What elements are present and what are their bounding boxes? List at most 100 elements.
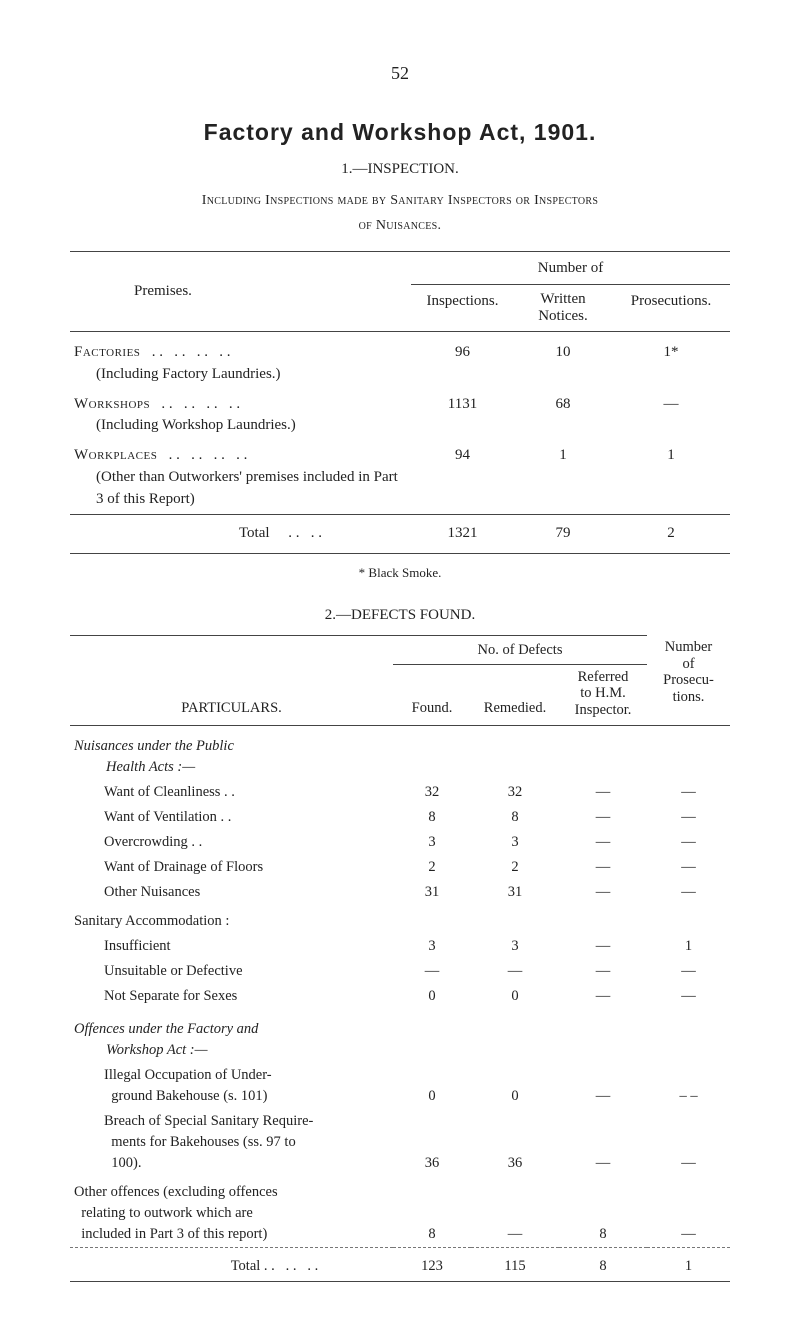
cell-numpros: —: [647, 1176, 730, 1248]
other-l3: included in Part 3 of this report): [81, 1226, 267, 1242]
cell-referred: —: [559, 1063, 647, 1109]
cell-remedied: —: [471, 959, 559, 984]
col-referred-3: Inspector.: [575, 702, 632, 718]
col-written: Written: [540, 291, 585, 307]
group3-h1: Offences under the Factory and: [74, 1021, 258, 1037]
col-remedied: Remedied.: [471, 664, 559, 725]
cell-numpros: —: [647, 959, 730, 984]
cell-remedied: —: [471, 1176, 559, 1248]
cell-remedied: 3: [471, 830, 559, 855]
total-row: Total . . . . 1321 79 2: [70, 515, 730, 554]
total-found: 123: [393, 1247, 471, 1281]
cell-remedied: 3: [471, 934, 559, 959]
row-label: Illegal Occupation of Under- ground Bake…: [70, 1063, 393, 1109]
table-row: Not Separate for Sexes 0 0 — —: [70, 984, 730, 1009]
cell-found: 0: [393, 984, 471, 1009]
row-label: Other offences (excluding offences relat…: [70, 1176, 393, 1248]
cell-writ: 10: [514, 332, 612, 390]
table-row: Want of Cleanliness . . 32 32 — —: [70, 780, 730, 805]
cell-referred: —: [559, 1109, 647, 1176]
col-num-3: Prosecu-: [663, 672, 714, 688]
row-name: Workshops: [74, 396, 150, 412]
table-row: Other offences (excluding offences relat…: [70, 1176, 730, 1248]
table-row: Want of Ventilation . . 8 8 — —: [70, 805, 730, 830]
col-num-4: tions.: [673, 689, 705, 705]
cell-remedied: 8: [471, 805, 559, 830]
col-referred-1: Referred: [578, 669, 629, 685]
cell-numpros: —: [647, 830, 730, 855]
row-label: Overcrowding . .: [70, 830, 393, 855]
group2-h: Sanitary Accommodation :: [70, 905, 730, 934]
cell-pros: —: [612, 390, 730, 442]
cell-found: 8: [393, 1176, 471, 1248]
col-number-of: Number of: [411, 251, 730, 284]
page-number: 52: [70, 60, 730, 86]
cell-numpros: —: [647, 984, 730, 1009]
row-label: Other Nuisances: [70, 880, 393, 905]
group3-h2: Workshop Act :—: [74, 1042, 208, 1058]
cell-referred: —: [559, 880, 647, 905]
cell-pros: 1: [612, 441, 730, 515]
cell-insp: 94: [411, 441, 514, 515]
cell-found: 36: [393, 1109, 471, 1176]
total-pros: 2: [612, 515, 730, 554]
row-note: (Including Factory Laundries.): [74, 364, 281, 386]
total-writ: 79: [514, 515, 612, 554]
table-row: Overcrowding . . 3 3 — —: [70, 830, 730, 855]
group1-h2: Health Acts :—: [74, 759, 195, 775]
cell-found: 3: [393, 830, 471, 855]
cell-referred: —: [559, 959, 647, 984]
cell-found: 8: [393, 805, 471, 830]
cell-remedied: 32: [471, 780, 559, 805]
row-label: Breach of Special Sanitary Require- ment…: [70, 1109, 393, 1176]
total-remedied: 115: [471, 1247, 559, 1281]
row-label: Not Separate for Sexes: [70, 984, 393, 1009]
table-row: Illegal Occupation of Under- ground Bake…: [70, 1063, 730, 1109]
cell-referred: —: [559, 780, 647, 805]
row-label: Unsuitable or Defective: [70, 959, 393, 984]
col-notices: Notices.: [538, 308, 588, 324]
row-name: Factories: [74, 344, 140, 360]
col-num-1: Number: [665, 639, 713, 655]
cell-referred: —: [559, 805, 647, 830]
cell-found: 2: [393, 855, 471, 880]
cell-numpros: 1: [647, 934, 730, 959]
cell-referred: —: [559, 830, 647, 855]
table-row: Factories . . . . . . . . (Including Fac…: [70, 332, 730, 390]
table-row: Want of Drainage of Floors 2 2 — —: [70, 855, 730, 880]
section1-sub: Including Inspections made by Sanitary I…: [70, 191, 730, 211]
col-premises: Premises.: [74, 283, 192, 299]
other-l2: relating to outwork which are: [81, 1205, 253, 1221]
cell-found: —: [393, 959, 471, 984]
table-row: Unsuitable or Defective — — — —: [70, 959, 730, 984]
col-num-2: of: [682, 656, 694, 672]
cell-writ: 68: [514, 390, 612, 442]
section2-heading: 2.—DEFECTS FOUND.: [70, 605, 730, 627]
section1-heading: 1.—INSPECTION.: [70, 159, 730, 181]
cell-numpros: —: [647, 880, 730, 905]
table-row: Workplaces . . . . . . . . (Other than O…: [70, 441, 730, 515]
cell-remedied: 36: [471, 1109, 559, 1176]
row-name: Workplaces: [74, 447, 157, 463]
col-referred-2: to H.M.: [580, 685, 626, 701]
row-label: Want of Ventilation . .: [70, 805, 393, 830]
total-row: Total . . . . . . 123 115 8 1: [70, 1247, 730, 1281]
col-particulars: PARTICULARS.: [181, 700, 282, 716]
row-label: Insufficient: [70, 934, 393, 959]
col-found: Found.: [393, 664, 471, 725]
table-row: Other Nuisances 31 31 — —: [70, 880, 730, 905]
cell-remedied: 31: [471, 880, 559, 905]
cell-found: 0: [393, 1063, 471, 1109]
col-no-defects: No. of Defects: [393, 635, 647, 664]
cell-insp: 96: [411, 332, 514, 390]
total-insp: 1321: [411, 515, 514, 554]
cell-pros: 1*: [612, 332, 730, 390]
cell-found: 32: [393, 780, 471, 805]
table-row: Breach of Special Sanitary Require- ment…: [70, 1109, 730, 1176]
row-label: Want of Cleanliness . .: [70, 780, 393, 805]
cell-numpros: – –: [647, 1063, 730, 1109]
section1-sub2: of Nuisances.: [70, 216, 730, 236]
cell-referred: 8: [559, 1176, 647, 1248]
cell-referred: —: [559, 984, 647, 1009]
table1-footnote: * Black Smoke.: [70, 564, 730, 583]
